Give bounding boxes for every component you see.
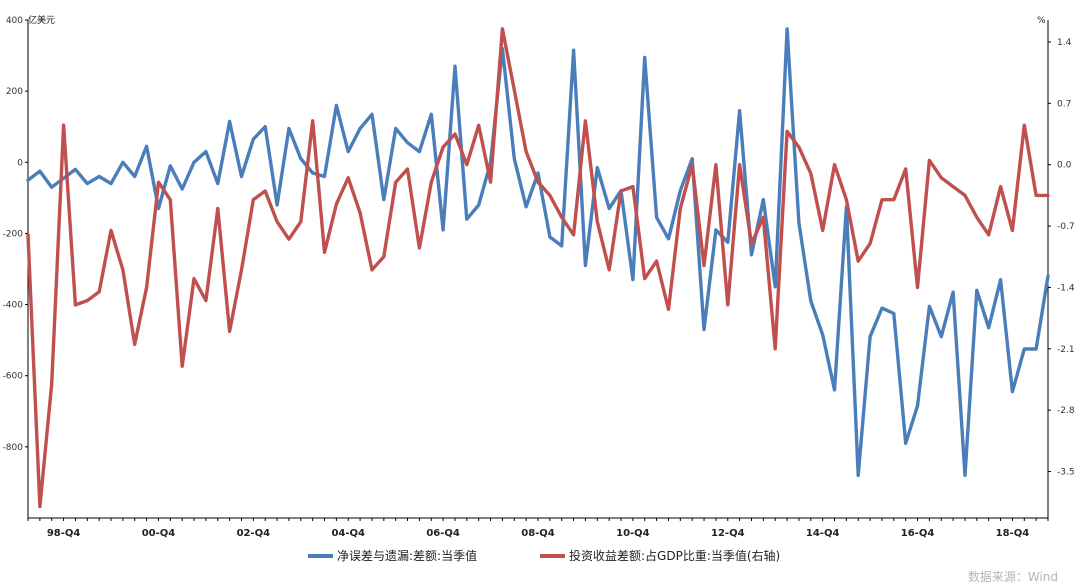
legend: 净误差与遗漏:差额:当季值 投资收益差额:占GDP比重:当季值(右轴): [308, 548, 780, 563]
series-line-net-errors: [26, 27, 1050, 477]
x-axis-ticks: 98-Q4 00-Q4 02-Q4 04-Q4 06-Q4 08-Q4 10-Q4 12-Q4…: [27, 518, 1049, 539]
x-tick-label: 14-Q4: [806, 528, 840, 539]
legend-label-investment-income: 投资收益差额:占GDP比重:当季值(右轴): [569, 548, 780, 563]
legend-label-net-errors: 净误差与遗漏:差额:当季值: [337, 548, 477, 563]
data-source-watermark: 数据来源：Wind: [967, 570, 1058, 584]
right-tick-label: -2.1: [1057, 345, 1075, 355]
left-tick-label: -400: [3, 301, 24, 311]
left-tick-label: -200: [3, 229, 24, 239]
x-tick-label: 16-Q4: [901, 528, 935, 539]
x-tick-label: 98-Q4: [47, 528, 81, 539]
left-tick-label: -600: [3, 372, 24, 382]
x-tick-label: 18-Q4: [996, 528, 1030, 539]
x-tick-label: 00-Q4: [142, 528, 176, 539]
left-tick-label: 200: [6, 87, 23, 97]
right-axis-unit: %: [1037, 16, 1046, 26]
x-tick-label: 02-Q4: [237, 528, 271, 539]
left-tick-label: 0: [17, 158, 23, 168]
series-line-investment-income: [26, 27, 1050, 509]
axes: [27, 20, 1049, 519]
x-tick-label: 06-Q4: [426, 528, 460, 539]
x-tick-label: 12-Q4: [711, 528, 745, 539]
right-tick-label: -0.7: [1057, 222, 1075, 232]
left-axis-unit: 亿美元: [28, 14, 55, 26]
right-tick-label: 0.0: [1057, 161, 1072, 171]
x-tick-label: 08-Q4: [521, 528, 555, 539]
x-tick-label: 04-Q4: [331, 528, 365, 539]
right-tick-label: -1.4: [1057, 283, 1075, 293]
right-tick-label: 1.4: [1057, 38, 1072, 48]
left-tick-label: 400: [6, 16, 23, 26]
series-lines: [26, 27, 1050, 509]
left-axis-ticks: 400 200 0 -200 -400 -600 -800: [3, 16, 28, 453]
right-tick-label: -3.5: [1057, 468, 1075, 478]
right-tick-label: -2.8: [1057, 406, 1075, 416]
left-tick-label: -800: [3, 443, 24, 453]
x-tick-label: 10-Q4: [616, 528, 650, 539]
right-tick-label: 0.7: [1057, 99, 1071, 109]
right-axis-ticks: 1.4 0.7 0.0 -0.7 -1.4 -2.1 -2.8 -3.5: [1048, 38, 1075, 478]
